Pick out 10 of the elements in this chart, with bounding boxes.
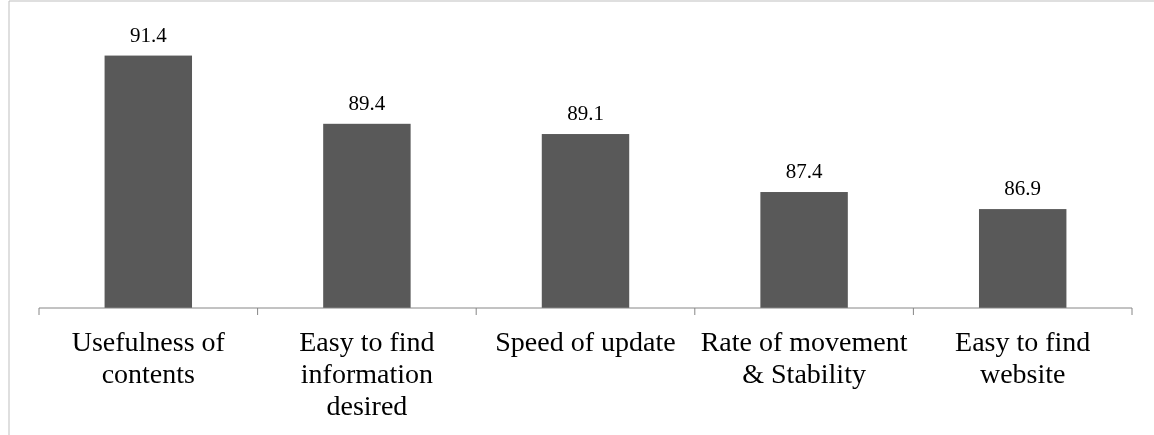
x-tick-label: Rate of movement & Stability: [700, 326, 908, 389]
data-label: 91.4: [129, 22, 168, 47]
x-tick-label: Speed of update: [495, 326, 676, 357]
data-label: 87.4: [785, 159, 823, 184]
data-label: 86.9: [1004, 176, 1042, 201]
x-tick-label: Usefulness of contents: [71, 326, 226, 389]
data-label: 89.1: [567, 101, 604, 126]
x-tick-label: Easy to find website: [955, 326, 1091, 389]
x-tick-label: Easy to find information desired: [299, 326, 435, 421]
data-label: 89.4: [348, 90, 386, 115]
